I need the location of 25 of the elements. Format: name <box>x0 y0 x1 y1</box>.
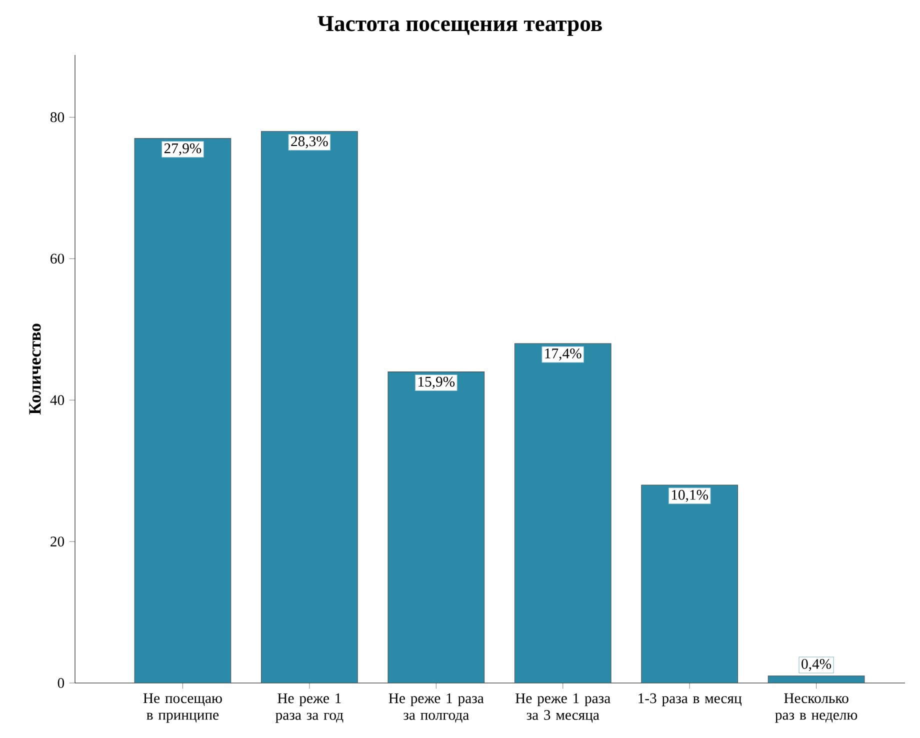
bar <box>134 138 232 683</box>
chart-title: Частота посещения театров <box>318 16 602 36</box>
x-tick-label: 1-3 раза в месяц <box>638 693 742 706</box>
x-tick-label: Несколько раз в неделю <box>775 693 858 723</box>
x-tick-label: Не посещаю в принципе <box>143 693 222 723</box>
bar <box>514 343 612 683</box>
y-tick-label: 60 <box>50 254 64 264</box>
y-tick-label: 80 <box>50 112 64 122</box>
annotation: 15,9% <box>418 376 455 389</box>
bar <box>388 372 485 683</box>
annotation: 10,1% <box>672 490 708 502</box>
x-tick-label: Не реже 1 раза за полгода <box>388 693 484 723</box>
x-tick-label: Не реже 1 раза за 3 месяца <box>516 693 610 723</box>
x-tick-label: Не реже 1 раза за год <box>276 693 344 723</box>
annotation: 28,3% <box>291 136 328 148</box>
y-tick-label: 40 <box>50 395 64 406</box>
y-axis-title: Количество <box>29 324 41 415</box>
bar <box>261 131 358 683</box>
annotation: 0,4% <box>802 658 832 671</box>
annotation: 17,4% <box>545 348 582 360</box>
bar <box>641 484 738 683</box>
bar <box>768 676 865 683</box>
y-tick-label: 0 <box>58 678 64 688</box>
y-tick-label: 20 <box>50 536 64 546</box>
annotation: 27,9% <box>164 143 202 156</box>
